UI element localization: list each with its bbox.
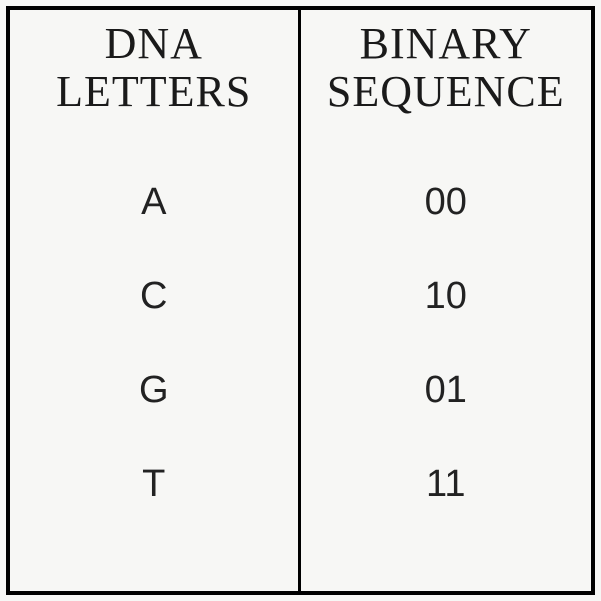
table-cell-binary: 10 bbox=[301, 249, 592, 343]
table-cell-letter: C bbox=[10, 249, 298, 343]
column-binary-sequence: BINARY SEQUENCE 00 10 01 11 bbox=[301, 10, 592, 591]
header-line: BINARY bbox=[309, 20, 584, 68]
table-cell-binary: 01 bbox=[301, 343, 592, 437]
table-cell-binary: 11 bbox=[301, 437, 592, 531]
table-cell-binary: 00 bbox=[301, 155, 592, 249]
header-line: SEQUENCE bbox=[309, 68, 584, 116]
table-cell-letter: T bbox=[10, 437, 298, 531]
table-cell-letter: G bbox=[10, 343, 298, 437]
column-header-binary: BINARY SEQUENCE bbox=[301, 10, 592, 121]
table-cell-letter: A bbox=[10, 155, 298, 249]
header-line: DNA bbox=[18, 20, 290, 68]
column-header-dna: DNA LETTERS bbox=[10, 10, 298, 121]
dna-binary-table: DNA LETTERS A C G T BINARY SEQUENCE 00 1… bbox=[6, 6, 595, 595]
header-line: LETTERS bbox=[18, 68, 290, 116]
column-dna-letters: DNA LETTERS A C G T bbox=[10, 10, 301, 591]
